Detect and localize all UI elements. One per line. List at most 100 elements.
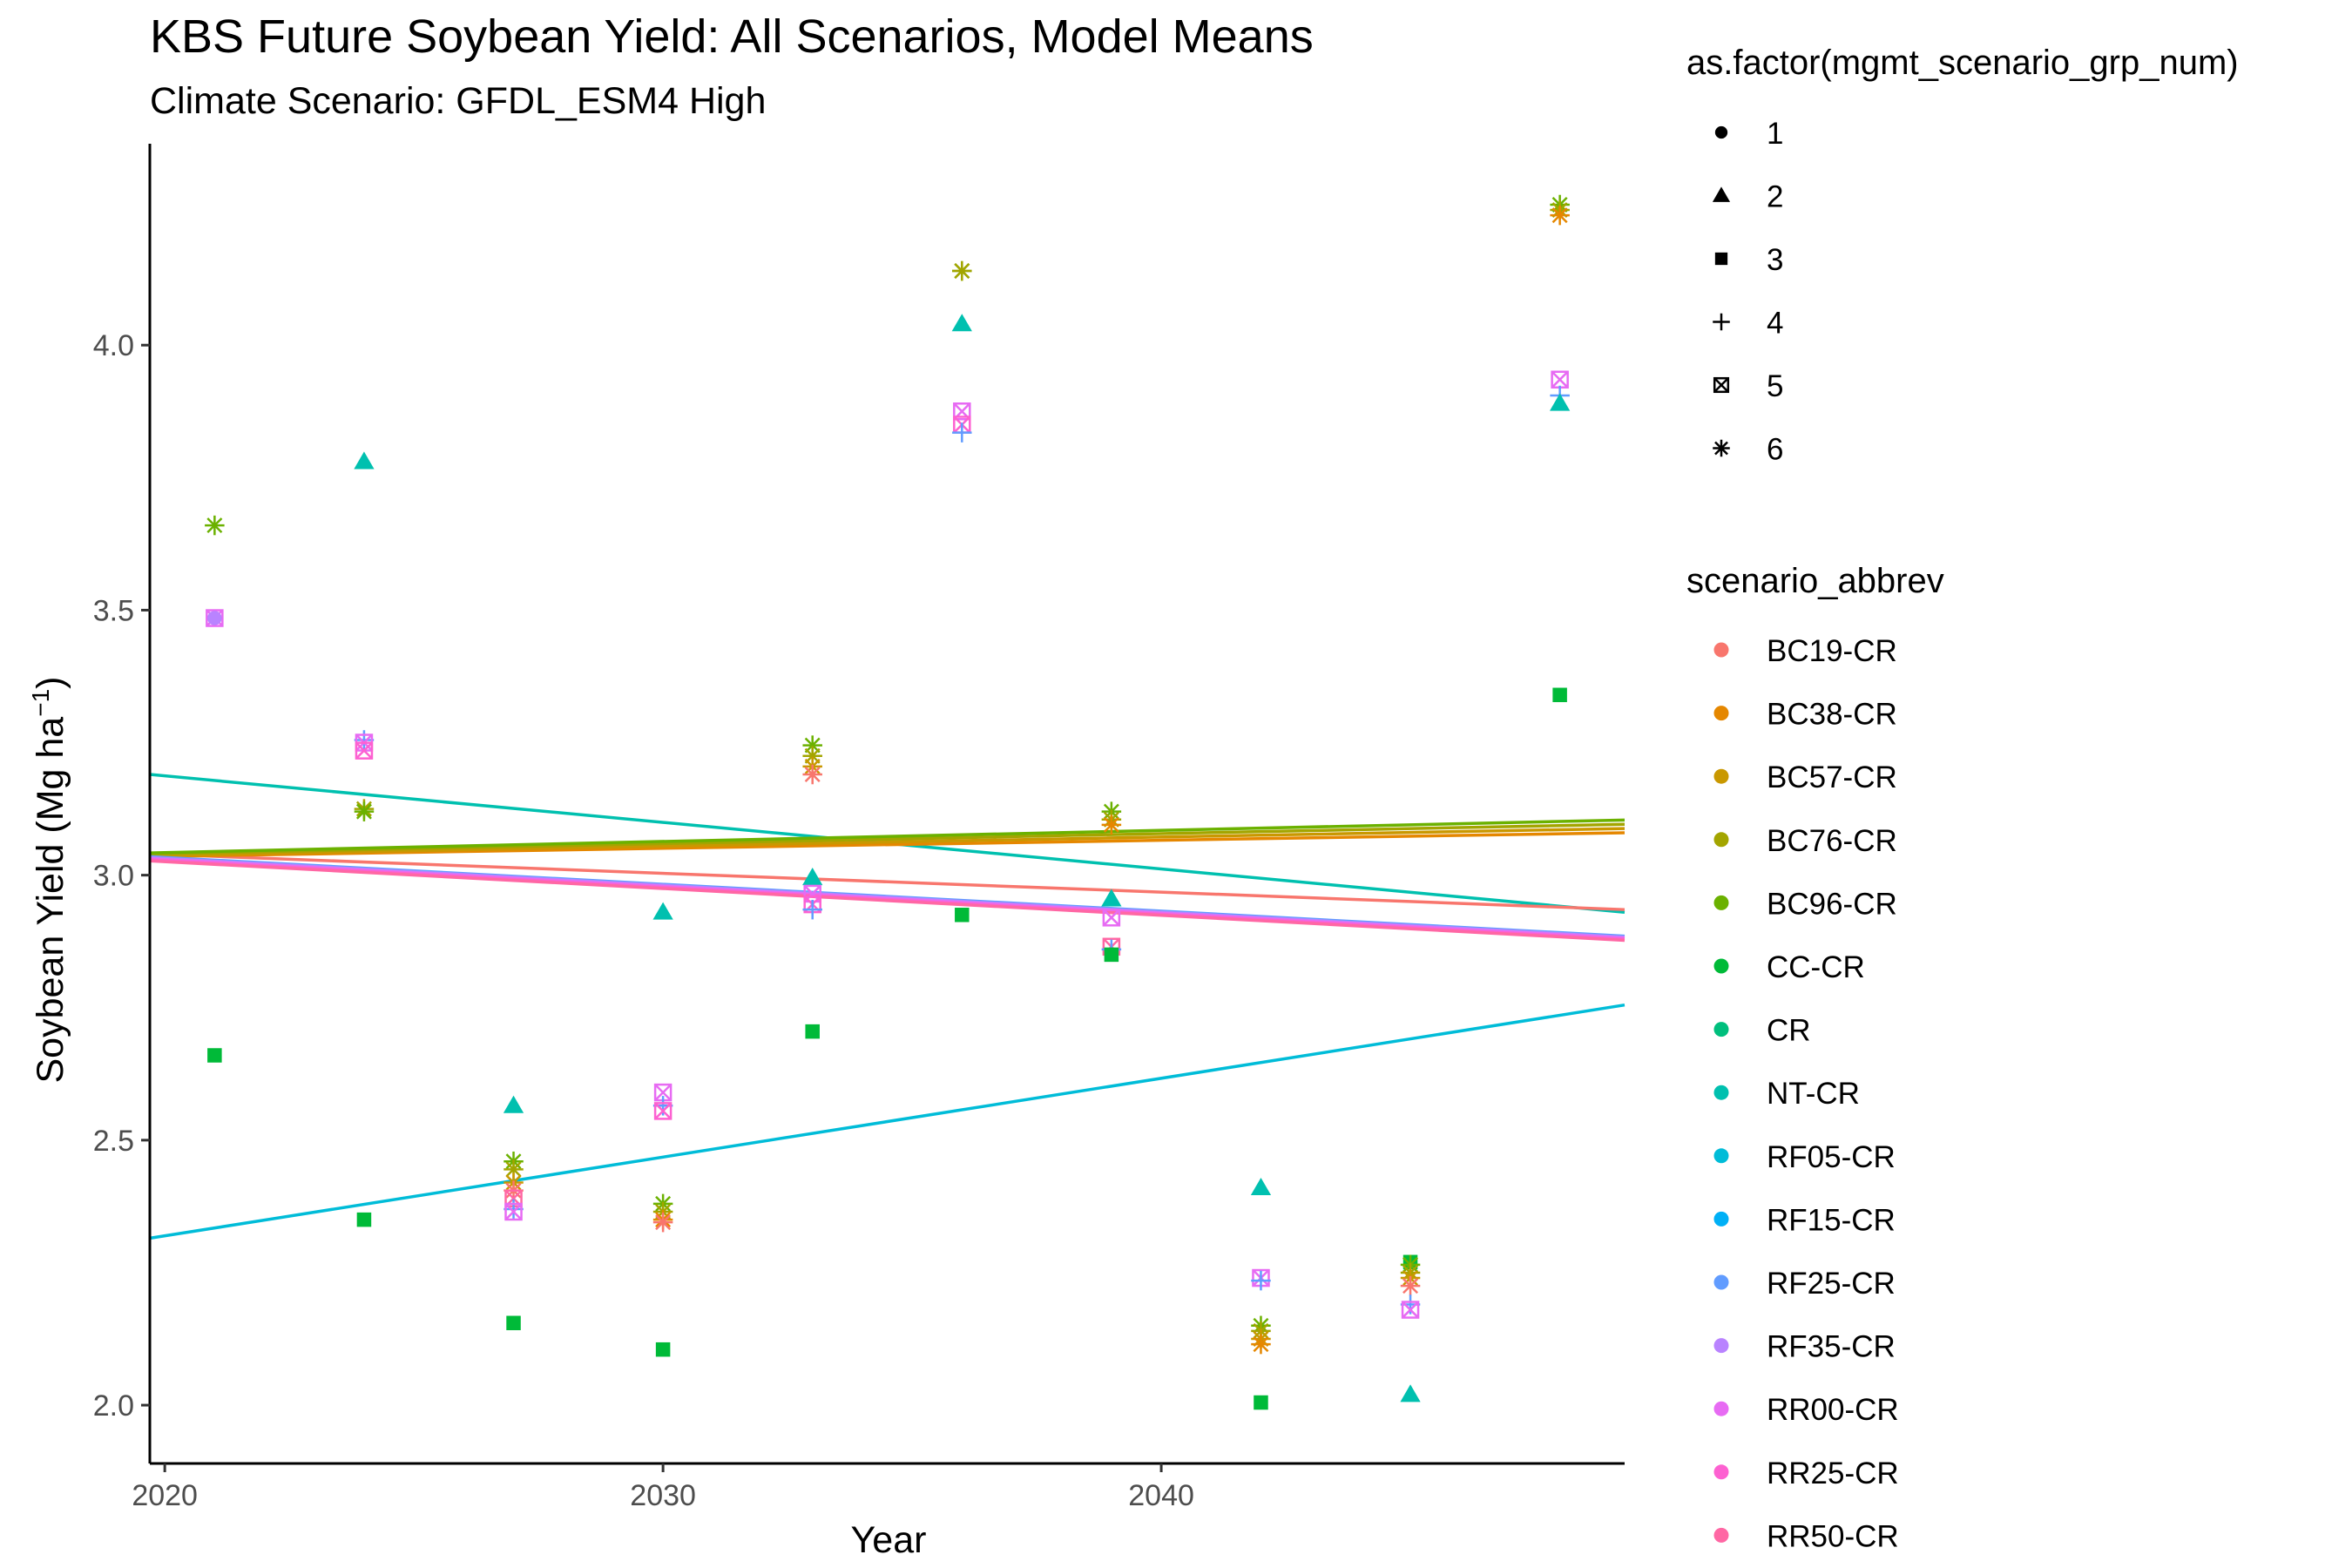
- y-axis-ticks: 2.0 2.5 3.0 3.5 4.0: [93, 329, 150, 1423]
- y-tick-label: 4.0: [93, 329, 134, 362]
- trend-line: [149, 818, 1625, 855]
- shape-legend-label: 2: [1767, 180, 1783, 214]
- y-tick-label: 3.5: [93, 594, 134, 627]
- y-axis-title-main: Soybean Yield (Mg ha: [30, 717, 71, 1084]
- color-legend-title: scenario_abbrev: [1686, 562, 1944, 600]
- data-point: [655, 1342, 671, 1357]
- legend-color-swatch: [1713, 1211, 1729, 1227]
- data-point: [354, 730, 375, 750]
- x-axis-title: Year: [851, 1519, 927, 1561]
- data-point: [955, 908, 970, 923]
- data-point: [1550, 393, 1571, 411]
- legend-key-square-cross: [1713, 376, 1730, 394]
- data-point: [207, 1048, 222, 1063]
- data-point: [1101, 889, 1122, 907]
- data-point: [1250, 1177, 1272, 1196]
- data-point: [1254, 1395, 1268, 1410]
- trend-line: [149, 831, 1625, 859]
- legend-color-swatch: [1713, 832, 1729, 848]
- legend-color-swatch: [1713, 1022, 1729, 1037]
- x-tick-label: 2020: [132, 1479, 198, 1512]
- y-tick-label: 3.0: [93, 860, 134, 893]
- shape-legend-title: as.factor(mgmt_scenario_grp_num): [1686, 44, 2239, 82]
- shape-legend-label: 3: [1767, 243, 1783, 277]
- color-legend-label: BC76-CR: [1767, 824, 1897, 858]
- legend-color-swatch: [1713, 1274, 1729, 1290]
- legend-color-swatch: [1713, 958, 1729, 974]
- trend-line: [149, 1003, 1625, 1240]
- data-point: [1102, 909, 1121, 927]
- y-tick-label: 2.5: [93, 1125, 134, 1158]
- legend-color-swatch: [1713, 1464, 1729, 1480]
- legend-color-swatch: [1713, 768, 1729, 784]
- data-point: [805, 1024, 820, 1039]
- legend-color-swatch: [1713, 1148, 1729, 1164]
- data-point: [1251, 1334, 1271, 1355]
- color-legend-label: RF35-CR: [1767, 1330, 1896, 1364]
- legend-color-swatch: [1713, 1401, 1729, 1416]
- y-tick-label: 2.0: [93, 1389, 134, 1423]
- legend-key-plus: [1713, 313, 1730, 331]
- data-point: [1101, 814, 1122, 835]
- color-legend-label: BC57-CR: [1767, 760, 1897, 794]
- data-point: [506, 1315, 521, 1331]
- shape-legend-label: 6: [1767, 433, 1783, 467]
- trend-line: [149, 827, 1625, 857]
- shape-legend-label: 1: [1767, 117, 1783, 151]
- shape-legend-label: 5: [1767, 369, 1783, 403]
- x-axis-ticks: 2020 2030 2040: [132, 1463, 1194, 1512]
- color-legend-label: RR50-CR: [1767, 1519, 1899, 1553]
- color-legend-label: RF05-CR: [1767, 1140, 1896, 1174]
- color-legend-label: RF25-CR: [1767, 1267, 1896, 1301]
- color-legend-label: RR25-CR: [1767, 1456, 1899, 1490]
- data-point: [802, 899, 822, 920]
- data-point: [207, 611, 222, 625]
- data-point: [802, 868, 823, 886]
- data-point: [1401, 1301, 1420, 1319]
- data-point: [1550, 205, 1570, 226]
- data-point: [802, 764, 822, 785]
- legend-key-circle: [1714, 125, 1728, 139]
- color-legend-label: RF15-CR: [1767, 1203, 1896, 1237]
- data-point: [354, 801, 375, 821]
- y-axis-title: Soybean Yield (Mg ha−1): [27, 677, 71, 1084]
- data-point: [1400, 1384, 1421, 1402]
- shape-legend: as.factor(mgmt_scenario_grp_num) 1 2 3 4 5 6: [1686, 44, 2239, 467]
- data-point: [356, 1212, 372, 1227]
- color-legend-label: BC38-CR: [1767, 698, 1897, 732]
- chart-subtitle: Climate Scenario: GFDL_ESM4 High: [150, 80, 766, 122]
- data-point: [354, 451, 375, 470]
- data-point: [1251, 1270, 1271, 1291]
- legend-key-square: [1714, 252, 1728, 266]
- data-point: [503, 1095, 524, 1113]
- legend-color-swatch: [1713, 1085, 1729, 1100]
- shape-legend-label: 4: [1767, 307, 1783, 341]
- color-legend-label: BC96-CR: [1767, 887, 1897, 921]
- data-point: [653, 1102, 672, 1120]
- legend-color-swatch: [1713, 1338, 1729, 1354]
- legend-key-asterisk: [1713, 439, 1730, 457]
- trend-line: [149, 859, 1625, 943]
- data-point: [652, 902, 673, 920]
- legend-color-swatch: [1713, 706, 1729, 721]
- x-tick-label: 2040: [1128, 1479, 1194, 1512]
- legend-color-swatch: [1713, 895, 1729, 910]
- color-legend-label: BC19-CR: [1767, 634, 1897, 668]
- data-point: [952, 422, 972, 443]
- data-point: [1551, 370, 1569, 389]
- y-axis-title-superscript: −1: [27, 689, 54, 717]
- chart-title: KBS Future Soybean Yield: All Scenarios,…: [150, 10, 1314, 63]
- data-point: [205, 515, 225, 536]
- data-point: [952, 260, 972, 281]
- plot-area: [149, 194, 1625, 1410]
- legend-key-triangle: [1712, 186, 1731, 202]
- data-point: [504, 1202, 523, 1221]
- data-point: [504, 1199, 524, 1220]
- data-point: [1104, 947, 1119, 963]
- color-legend-label: CR: [1767, 1014, 1811, 1048]
- trend-line: [149, 822, 1625, 856]
- y-axis-title-close: ): [30, 677, 71, 689]
- data-point: [1552, 687, 1567, 703]
- x-tick-label: 2030: [630, 1479, 696, 1512]
